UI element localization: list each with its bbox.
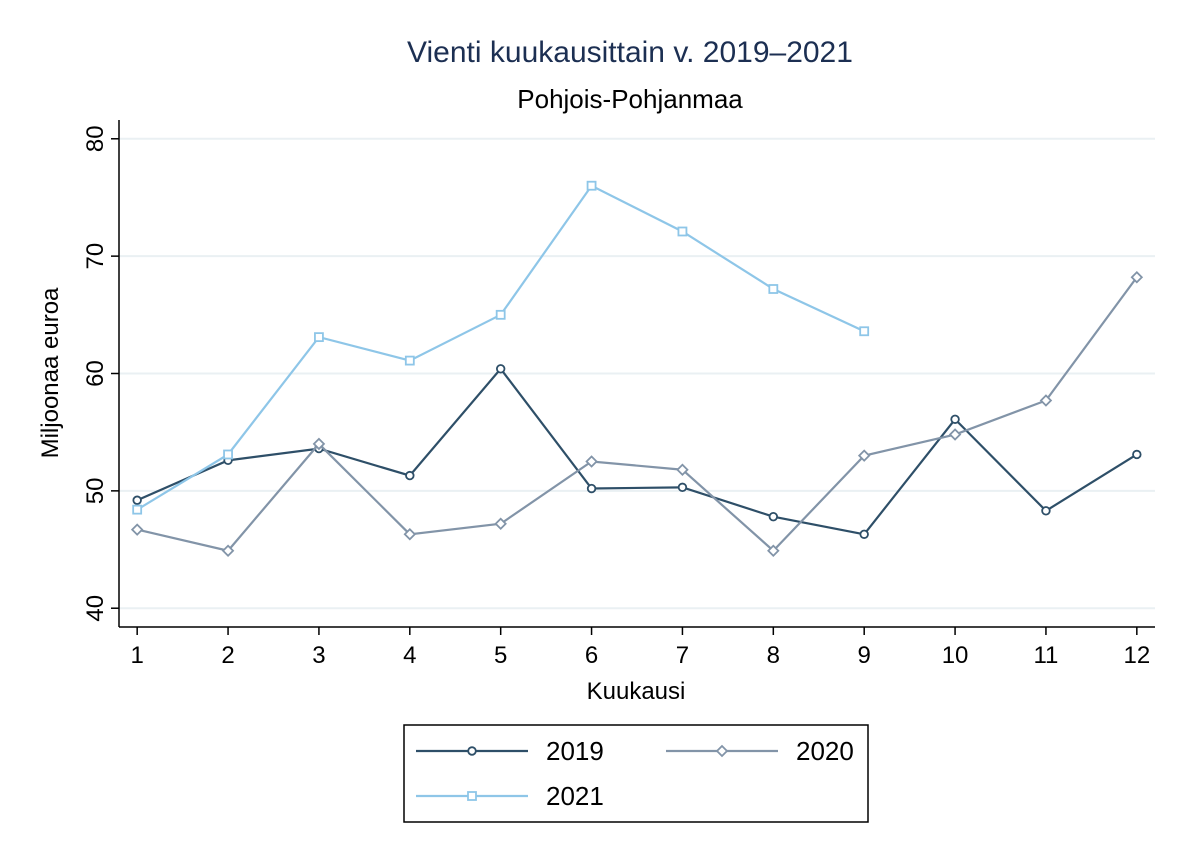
x-tick-label: 4 [403,642,416,669]
y-tick-label: 40 [82,595,109,622]
x-tick-label: 6 [585,642,598,669]
point [494,517,507,530]
chart-title: Vienti kuukausittain v. 2019–2021 [407,36,853,69]
legend-marker [467,791,477,801]
chart-subtitle: Pohjois-Pohjanmaa [517,84,743,114]
point [132,495,142,505]
legend-box [403,724,869,823]
point [130,523,144,536]
point [1041,506,1051,516]
point [585,455,598,468]
series-line [136,367,1138,536]
point [676,463,689,477]
point [586,180,597,191]
point [768,511,779,522]
point [1130,270,1144,284]
point [859,326,870,337]
point [767,544,780,557]
point [405,470,415,481]
x-tick-label: 9 [858,642,871,669]
point [404,355,415,366]
legend-marker [467,746,477,756]
y-axis-label: Miljoonaa euroa [37,287,64,458]
point [586,483,597,494]
legend-label: 2021 [546,781,604,811]
x-axis-label: Kuukausi [587,678,686,705]
point [857,449,871,462]
x-tick-label: 8 [767,642,780,669]
x-tick-label: 1 [130,642,143,669]
x-tick-label: 7 [676,642,689,669]
legend-marker [715,744,729,758]
point [495,309,506,320]
point [768,284,779,294]
y-tick-label: 80 [82,125,109,152]
legend-label: 2019 [546,736,604,766]
point [859,529,869,539]
x-tick-label: 3 [312,642,325,669]
point [1039,394,1053,407]
point [221,544,235,557]
y-tick-label: 50 [82,478,109,505]
x-tick-label: 10 [942,642,969,669]
point [312,437,326,451]
point [132,504,143,515]
point [950,414,960,424]
y-tick-label: 60 [82,360,109,387]
point [948,428,962,441]
legend-label: 2020 [796,736,854,766]
point [677,226,688,237]
point [223,449,233,460]
point [314,332,324,343]
x-tick-label: 5 [494,642,507,669]
y-tick-label: 70 [82,243,109,270]
x-tick-label: 11 [1033,642,1058,669]
point [403,528,417,541]
point [677,482,688,493]
point [495,364,506,374]
series-line [136,276,1138,553]
point [1132,449,1142,460]
x-tick-label: 2 [221,642,234,669]
x-tick-label: 12 [1123,642,1150,669]
